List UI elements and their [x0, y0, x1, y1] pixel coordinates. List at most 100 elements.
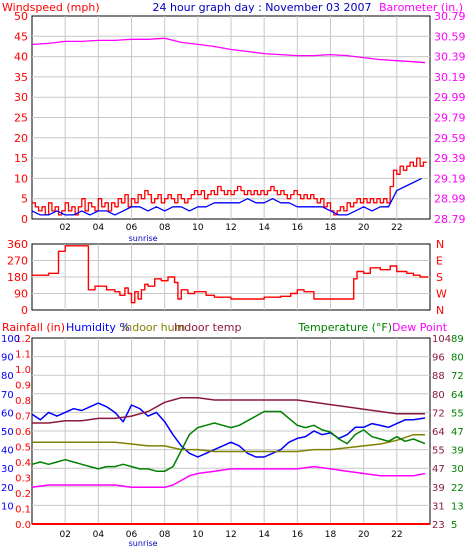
x-tick-label-08: 08 [159, 223, 171, 233]
barometer-tick-30.39: 30.39 [434, 51, 466, 64]
temperature-tick-23: 23 [432, 520, 445, 531]
humidity-tick-30: 30 [1, 464, 14, 475]
x-tick-label-12: 12 [225, 223, 236, 233]
windspeed-tick-45: 45 [14, 30, 28, 43]
humidity-tick-40: 40 [1, 446, 14, 457]
dew-point-tick-3: 30 [451, 464, 464, 475]
humidity-tick-50: 50 [1, 427, 14, 438]
temperature-tick-72: 72 [432, 408, 445, 419]
dew-point-tick-8: 72 [451, 371, 464, 382]
temp-x-axis: 02 04 06 08 10 12 14 16 18 20 22 [59, 530, 402, 540]
windspeed-tick-20: 20 [14, 132, 28, 145]
chart-title: 24 hour graph day : November 03 2007 [152, 1, 371, 14]
compass-tick-1: W [436, 288, 447, 301]
x-tick-label-22: 22 [391, 223, 402, 233]
sunrise-label: sunrise [129, 234, 158, 243]
x-tick-label-10: 10 [192, 530, 204, 540]
rainfall-tick-6: 0.6 [15, 427, 31, 438]
x-tick-label-10: 10 [192, 223, 204, 233]
windspeed-tick-10: 10 [14, 172, 28, 185]
barometer-tick-30.59: 30.59 [434, 30, 466, 43]
x-tick-label-14: 14 [258, 223, 270, 233]
x-tick-label-04: 04 [93, 530, 105, 540]
wind-barometer-chart: 0 5 10 15 20 25 30 35 40 45 50 28.79 28.99 29.19 29.3… [2, 1, 466, 243]
temperature-tick-47: 47 [432, 464, 445, 475]
direction-tick-0: 0 [21, 304, 28, 317]
temperature-humidity-chart: 0.00.10.20.30.40.50.60.70.80.91.01.11.2 … [1, 321, 464, 548]
dew-point-tick-7: 64 [451, 390, 464, 401]
x-tick-label-16: 16 [292, 223, 304, 233]
wind-x-axis: 02 04 06 08 10 12 14 16 18 20 22 [59, 223, 402, 233]
rainfall-tick-11: 1.1 [15, 350, 31, 361]
dew-point-tick-6: 55 [451, 408, 464, 419]
rainfall-tick-4: 0.4 [15, 458, 31, 469]
rainfall-tick-0: 0.0 [15, 520, 31, 531]
humidity-tick-10: 10 [1, 501, 14, 512]
rainfall-tick-10: 1.0 [15, 365, 31, 376]
compass-tick-0: N [436, 304, 444, 317]
temperature-axis-label: Temperature (°F) [297, 321, 392, 334]
x-tick-label-08: 08 [159, 530, 171, 540]
x-tick-label-06: 06 [126, 223, 138, 233]
windspeed-axis: 0 5 10 15 20 25 30 35 40 45 50 [14, 10, 28, 226]
rainfall-tick-9: 0.9 [15, 381, 31, 392]
x-tick-label-12: 12 [225, 530, 236, 540]
rainfall-axis-label: Rainfall (in) [2, 321, 65, 334]
humidity-axis-label: Humidity % [66, 321, 130, 334]
temperature-tick-104: 104 [432, 334, 451, 345]
rainfall-tick-1: 0.1 [15, 505, 31, 516]
x-tick-label-18: 18 [325, 223, 337, 233]
dew-point-tick-4: 39 [451, 446, 464, 457]
humidity-tick-60: 60 [1, 408, 14, 419]
barometer-tick-29.79: 29.79 [434, 112, 466, 125]
humidity-tick-20: 20 [1, 483, 14, 494]
humidity-tick-100: 100 [1, 334, 20, 345]
humidity-tick-90: 90 [1, 353, 14, 364]
x-tick-label-14: 14 [258, 530, 270, 540]
temperature-tick-31: 31 [432, 501, 445, 512]
barometer-tick-29.99: 29.99 [434, 91, 466, 104]
barometer-axis-label: Barometer (in.) [379, 1, 463, 14]
humidity-tick-80: 80 [1, 371, 14, 382]
dew-point-axis-label: Dew Point [392, 321, 448, 334]
rainfall-tick-7: 0.7 [15, 412, 31, 423]
windspeed-tick-30: 30 [14, 91, 28, 104]
temperature-tick-64: 64 [432, 427, 445, 438]
windspeed-tick-40: 40 [14, 51, 28, 64]
dew-point-tick-9: 80 [451, 353, 464, 364]
rainfall-tick-2: 0.2 [15, 489, 31, 500]
barometer-tick-28.99: 28.99 [434, 193, 466, 206]
rainfall-tick-5: 0.5 [15, 443, 31, 454]
rainfall-tick-3: 0.3 [15, 474, 31, 485]
x-tick-label-02: 02 [59, 530, 70, 540]
humidity-axis: 102030405060708090100 [1, 334, 20, 512]
direction-tick-360: 360 [7, 238, 28, 251]
x-tick-label-16: 16 [292, 530, 304, 540]
compass-tick-3: E [436, 255, 443, 268]
compass-tick-2: S [436, 271, 443, 284]
x-tick-label-20: 20 [358, 530, 370, 540]
temperature-tick-88: 88 [432, 371, 445, 382]
barometer-tick-29.19: 29.19 [434, 172, 466, 185]
dew-point-tick-10: 89 [451, 334, 464, 345]
x-tick-label-02: 02 [59, 223, 70, 233]
temperature-tick-39: 39 [432, 483, 445, 494]
sunrise-label-bottom: sunrise [129, 539, 158, 548]
temperature-tick-80: 80 [432, 390, 445, 401]
temperature-tick-96: 96 [432, 353, 445, 364]
windspeed-tick-25: 25 [14, 112, 28, 125]
x-tick-label-04: 04 [93, 223, 105, 233]
indoor-temp-axis-label: Indoor temp [174, 321, 241, 334]
windspeed-tick-15: 15 [14, 152, 28, 165]
windspeed-axis-label: Windspeed (mph) [2, 1, 100, 14]
x-tick-label-18: 18 [325, 530, 337, 540]
rainfall-axis: 0.00.10.20.30.40.50.60.70.80.91.01.11.2 [15, 334, 31, 531]
direction-tick-180: 180 [7, 271, 28, 284]
barometer-tick-28.79: 28.79 [434, 213, 466, 226]
compass-tick-4: N [436, 238, 444, 251]
dew-point-tick-0: 5 [451, 520, 457, 531]
x-tick-label-22: 22 [391, 530, 402, 540]
